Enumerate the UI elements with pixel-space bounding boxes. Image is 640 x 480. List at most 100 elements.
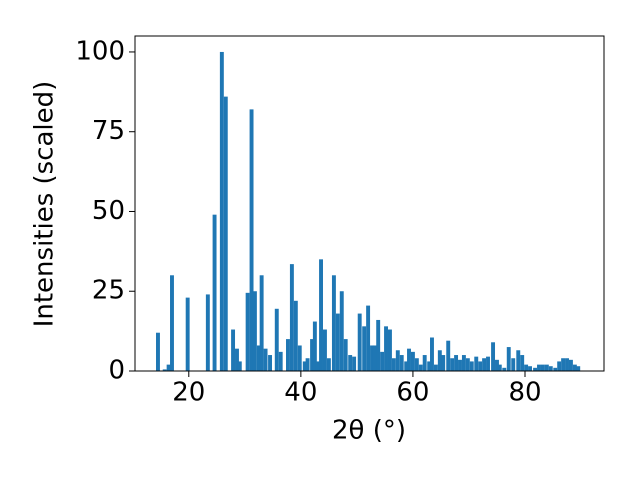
bar: [366, 305, 371, 371]
y-axis-label: Intensities (scaled): [30, 81, 60, 328]
bar: [372, 345, 377, 371]
bar: [370, 345, 374, 371]
bar: [461, 355, 466, 371]
bar: [548, 366, 553, 371]
bar: [343, 339, 348, 371]
bar: [511, 358, 516, 371]
bar: [524, 364, 529, 371]
x-axis-label: 2θ (°): [332, 416, 406, 446]
bar: [339, 291, 344, 371]
bar: [256, 345, 261, 371]
bar: [407, 348, 411, 371]
bar: [166, 364, 171, 371]
bar: [561, 358, 566, 371]
bar: [352, 356, 357, 371]
bar: [245, 292, 250, 371]
bar: [441, 355, 446, 371]
bar: [502, 367, 507, 371]
bar: [252, 291, 257, 371]
bar: [414, 358, 419, 371]
bar: [312, 321, 317, 371]
bar: [565, 358, 569, 371]
bar: [478, 361, 483, 371]
y-tick-label: 50: [92, 196, 125, 226]
x-tick-label: 20: [172, 378, 205, 408]
x-tick-label: 40: [284, 378, 317, 408]
bar: [319, 259, 323, 371]
y-tick-label: 25: [92, 276, 125, 306]
bar: [235, 348, 239, 371]
bar: [315, 361, 320, 371]
bar: [482, 358, 487, 371]
bar: [553, 367, 558, 371]
bar: [231, 329, 236, 371]
bar: [422, 355, 427, 371]
bar: [395, 350, 400, 371]
bar: [474, 356, 479, 371]
bar: [516, 350, 521, 371]
bar: [305, 358, 310, 371]
bar: [268, 355, 273, 371]
bar: [263, 348, 268, 371]
bar: [357, 313, 362, 371]
bar: [348, 355, 353, 371]
bar: [506, 347, 511, 371]
bar: [491, 342, 496, 371]
bar: [404, 361, 409, 371]
bar: [469, 361, 474, 371]
bar: [274, 308, 279, 371]
bar: [465, 358, 470, 371]
bar: [376, 319, 381, 371]
bar: [223, 96, 228, 371]
x-tick-label: 60: [396, 378, 429, 408]
bar: [286, 339, 290, 371]
bar: [331, 275, 336, 371]
bar: [528, 366, 532, 371]
bar: [391, 358, 396, 371]
bar: [520, 355, 525, 371]
bar: [310, 339, 315, 371]
bar: [384, 326, 388, 371]
bar: [533, 367, 538, 371]
x-tick-label: 80: [508, 378, 541, 408]
bar: [185, 297, 190, 371]
bar: [156, 332, 160, 371]
bar: [410, 351, 415, 371]
bar: [430, 337, 434, 371]
bar: [572, 364, 577, 371]
y-tick-label: 75: [92, 116, 125, 146]
bar: [576, 366, 581, 371]
bar: [212, 214, 217, 371]
bar: [289, 264, 294, 371]
bar: [437, 350, 442, 371]
bar: [427, 361, 432, 371]
bar: [544, 364, 549, 371]
bar: [540, 364, 545, 371]
bar: [335, 313, 340, 371]
bar: [170, 275, 174, 371]
bar: [537, 364, 541, 371]
bar: [450, 358, 455, 371]
bar: [326, 358, 331, 371]
bar: [249, 109, 254, 371]
bar: [399, 355, 404, 371]
bar: [458, 359, 462, 371]
bar: [219, 51, 224, 371]
bar: [557, 361, 562, 371]
bar: [259, 275, 264, 371]
bar: [205, 294, 210, 371]
y-tick-label: 100: [75, 36, 125, 66]
bar: [237, 361, 242, 371]
bar: [297, 345, 302, 371]
bar: [418, 364, 423, 371]
bar: [302, 361, 307, 371]
bar: [387, 329, 392, 371]
bar: [446, 340, 451, 371]
bar: [433, 364, 438, 371]
y-tick-label: 0: [108, 356, 125, 386]
bar: [322, 329, 327, 371]
bar: [293, 300, 298, 371]
plot-frame: [134, 35, 605, 372]
bar: [278, 351, 283, 371]
